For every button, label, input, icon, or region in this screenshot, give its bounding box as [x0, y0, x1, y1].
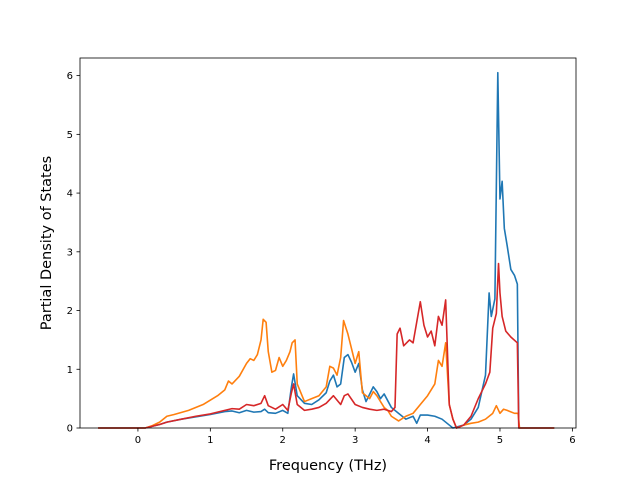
- x-tick-label: 0: [135, 435, 141, 446]
- series-line-3: [98, 262, 555, 429]
- y-tick-label: 0: [67, 424, 73, 435]
- y-axis: 0 1 2 3 4 5 6: [67, 71, 80, 435]
- x-axis: 0 1 2 3 4 5 6: [135, 428, 576, 446]
- series-layer: [98, 71, 555, 429]
- y-tick-label: 4: [67, 189, 73, 200]
- x-axis-label: Frequency (THz): [269, 458, 387, 474]
- y-tick-label: 3: [67, 247, 73, 258]
- y-tick-label: 6: [67, 71, 73, 82]
- x-tick-label: 4: [424, 435, 430, 446]
- x-tick-label: 2: [280, 435, 286, 446]
- y-tick-label: 5: [67, 130, 73, 141]
- x-tick-label: 5: [497, 435, 503, 446]
- x-tick-label: 3: [352, 435, 358, 446]
- series-line-1: [98, 71, 555, 429]
- y-tick-label: 1: [67, 365, 73, 376]
- y-axis-label: Partial Density of States: [39, 156, 55, 330]
- x-tick-label: 6: [569, 435, 575, 446]
- y-tick-label: 2: [67, 306, 73, 317]
- plot-area-frame: [79, 57, 577, 429]
- x-tick-label: 1: [207, 435, 213, 446]
- series-line-2: [98, 318, 555, 429]
